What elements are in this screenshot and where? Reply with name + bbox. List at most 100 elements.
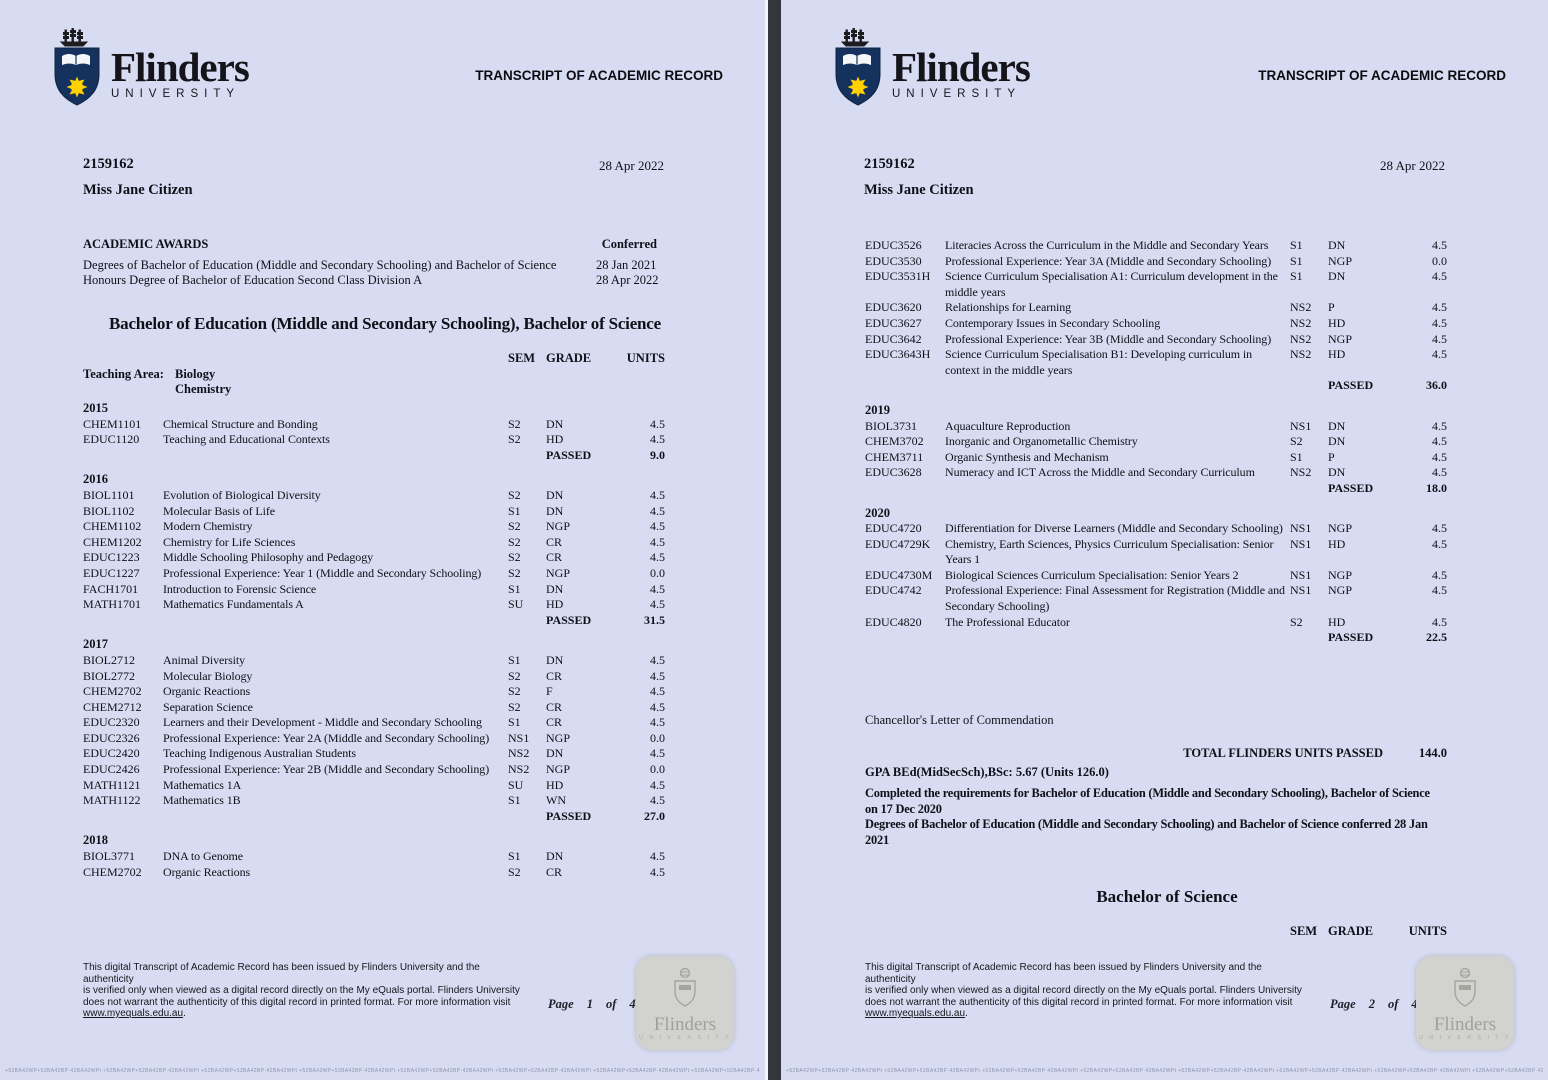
watermark-crest-icon [1451,967,1479,1016]
course-sem: NS2 [1290,465,1312,480]
passed-row: PASSED 9.0 [83,448,665,464]
student-id: 2159162 [864,156,915,172]
course-units: 4.5 [650,668,665,683]
course-title: Professional Experience: Final Assessmen… [945,583,1285,614]
course-sem: NS1 [1290,536,1312,551]
course-grade: DN [546,503,564,518]
course-grade: P [1328,300,1335,315]
course-title: Science Curriculum Specialisation A1: Cu… [945,269,1278,299]
flinders-wordmark: Flinders UNIVERSITY [111,28,250,101]
course-code: BIOL2712 [83,652,135,667]
course-code: BIOL1102 [83,503,135,518]
course-code: EDUC4820 [865,614,922,629]
course-sem: S2 [508,565,521,580]
course-code: CHEM2702 [83,684,142,699]
course-units: 4.5 [650,652,665,667]
course-grade: HD [546,597,564,612]
course-grade: CR [546,864,563,879]
commendation-note: Chancellor's Letter of Commendation [865,713,1054,727]
course-title: Organic Reactions [163,864,251,879]
course-units: 27.0 [644,808,665,823]
course-sem: NS1 [1290,583,1312,598]
course-units: 0.0 [650,762,665,777]
course-row: BIOL2712 Animal Diversity S1 DN 4.5 [83,653,665,669]
course-units: 4.5 [650,519,665,534]
course-units: 4.5 [650,550,665,565]
course-grade: DN [1328,434,1346,449]
course-code: CHEM3702 [865,434,924,449]
year-heading: 2019 [865,402,890,417]
course-sem: NS1 [1290,521,1312,536]
course-row: BIOL3771 DNA to Genome S1 DN 4.5 [83,849,665,865]
course-row: MATH1121 Mathematics 1A SU HD 4.5 [83,778,665,794]
column-headers: SEM GRADE UNITS [865,924,1447,940]
course-code: EDUC2420 [83,746,140,761]
course-units: 4.5 [650,487,665,502]
course-title: Modern Chemistry [163,519,253,534]
passed-row: PASSED 18.0 [865,481,1447,497]
course-code: EDUC3531H [865,269,931,284]
logo-name: Flinders [111,44,250,90]
myequals-link[interactable]: www.myequals.edu.au [83,1008,184,1019]
course-code: EDUC1227 [83,565,140,580]
flinders-logo: Flinders UNIVERSITY [54,27,250,111]
year-heading: 2015 [83,401,108,415]
course-units: 4.5 [650,699,665,714]
course-sem: S1 [508,793,521,808]
course-units: 0.0 [1432,253,1447,268]
course-grade: DN [546,487,564,502]
course-units: 4.5 [1432,434,1447,449]
course-code: EDUC1223 [83,550,140,565]
course-row: CHEM1102 Modern Chemistry S2 NGP 4.5 [83,519,665,535]
flinders-wordmark: Flinders UNIVERSITY [892,28,1031,101]
course-grade: NGP [546,519,571,534]
total-units-label: TOTAL FLINDERS UNITS PASSED [1183,746,1383,760]
myequals-link[interactable]: www.myequals.edu.au [865,1008,966,1019]
course-grade: DN [1328,269,1346,284]
course-table-page2: EDUC3526 Literacies Across the Curriculum… [865,238,1447,646]
course-sem: SU [508,777,524,792]
course-grade: CR [546,715,563,730]
passed-label: PASSED [1328,480,1374,495]
course-title: Animal Diversity [163,652,246,667]
course-title: Relationships for Learning [945,300,1072,315]
course-code: BIOL2772 [83,668,135,683]
course-code: EDUC4729K [865,536,931,551]
course-sem: S1 [508,715,521,730]
course-grade: DN [546,652,564,667]
course-units: 4.5 [650,793,665,808]
course-code: EDUC3642 [865,331,922,346]
flinders-crest-icon [835,27,883,111]
course-title: Separation Science [163,699,253,714]
academic-awards-list: Degrees of Bachelor of Education (Middle… [83,258,693,289]
course-row: EDUC2326 Professional Experience: Year 2A… [83,731,665,747]
watermark-name: Flinders [653,1014,717,1035]
course-grade: HD [546,432,564,447]
gpa-line: GPA BEd(MidSecSch),BSc: 5.67 (Units 126.… [865,765,1109,779]
course-title: Evolution of Biological Diversity [163,487,321,502]
course-table-page1: 2015 CHEM1101 Chemical Structure and Bondi… [83,401,665,880]
course-row: CHEM2702 Organic Reactions S2 CR 4.5 [83,865,665,881]
course-code: EDUC4730M [865,567,933,582]
teaching-area-values: Biology Chemistry [175,367,231,398]
text-line: on 17 Dec 2020 [865,801,942,816]
document-title: TRANSCRIPT OF ACADEMIC RECORD [1258,68,1506,83]
course-grade: WN [546,793,566,808]
course-title: Professional Experience: Year 2A (Middle… [163,730,490,745]
course-title: Biological Sciences Curriculum Specialis… [945,567,1239,582]
course-title: Professional Experience: Year 3B (Middle… [945,331,1272,346]
course-sem: S2 [508,432,521,447]
passed-row: PASSED 36.0 [865,378,1447,394]
course-units: 4.5 [1432,465,1447,480]
course-grade: CR [546,534,563,549]
completion-statements: Completed the requirements for Bachelor … [865,786,1479,848]
course-units: 4.5 [650,416,665,431]
passed-label: PASSED [546,808,592,823]
course-code: BIOL3731 [865,418,917,433]
course-units: 4.5 [650,684,665,699]
course-sem: NS1 [508,730,530,745]
course-row: EDUC4730M Biological Sciences Curriculum … [865,568,1447,584]
course-row: BIOL1101 Evolution of Biological Diversit… [83,488,665,504]
course-row: EDUC1120 Teaching and Educational Context… [83,432,665,448]
units-column-header: UNITS [626,351,665,365]
